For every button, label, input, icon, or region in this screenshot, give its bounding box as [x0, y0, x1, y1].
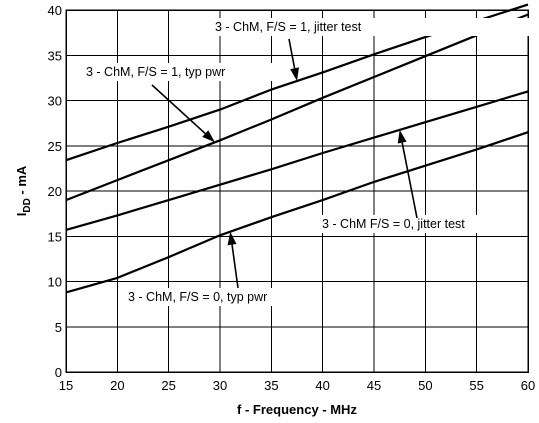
x-tick-label: 45 [367, 378, 381, 393]
annotations: 3 - ChM, F/S = 1, jitter test 3 - ChM, F/… [84, 18, 539, 306]
y-tick-label: 35 [48, 48, 62, 63]
y-tick-label: 25 [48, 139, 62, 154]
annotation-label-bg [84, 63, 282, 81]
annotation-label-bg [213, 18, 539, 36]
y-axis-title-main: I [14, 213, 29, 217]
annotation-label-2: 3 - ChM, F/S = 1, typ pwr [86, 65, 225, 79]
plot-frame [65, 9, 529, 373]
y-axis-title: IDD - mA [14, 165, 33, 216]
x-tick-labels: 15 20 25 30 35 40 45 50 55 60 [59, 378, 535, 393]
x-tick-label: 25 [161, 378, 175, 393]
y-tick-label: 15 [48, 229, 62, 244]
x-tick-label: 20 [110, 378, 124, 393]
y-tick-label: 10 [48, 275, 62, 290]
x-tick-label: 60 [521, 378, 535, 393]
annotation-arrow-head [290, 67, 299, 82]
y-axis-title-subscript: DD [22, 198, 33, 212]
annotation-arrow-shaft [288, 38, 296, 69]
x-tick-label: 50 [418, 378, 432, 393]
y-tick-labels: 0 5 10 15 20 25 30 35 40 [48, 3, 62, 380]
series-line-2 [65, 13, 529, 202]
y-tick-label: 5 [55, 320, 62, 335]
annotation-label-3: 3 - ChM F/S = 0, jitter test [322, 217, 465, 231]
annotation-label-4: 3 - ChM, F/S = 0, typ pwr [128, 290, 267, 304]
annotation-arrow-head [227, 231, 237, 246]
annotation-label-bg [126, 288, 318, 306]
y-tick-label: 0 [55, 365, 62, 380]
y-tick-label: 30 [48, 94, 62, 109]
series-lines [65, 3, 529, 294]
x-axis-title: f - Frequency - MHz [237, 402, 357, 417]
annotation-label-1: 3 - ChM, F/S = 1, jitter test [215, 20, 362, 34]
annotation-arrow-head [202, 130, 215, 143]
y-tick-label: 20 [48, 184, 62, 199]
y-tick-label: 40 [48, 3, 62, 18]
annotation-arrow-shaft [151, 84, 206, 135]
x-tick-label: 30 [213, 378, 227, 393]
annotation-arrow-head [397, 129, 407, 144]
y-axis-title-suffix: - mA [14, 165, 29, 198]
x-tick-label: 55 [469, 378, 483, 393]
annotation-arrow-shaft [231, 244, 239, 289]
annotation-label-bg [320, 215, 514, 233]
x-tick-label: 40 [315, 378, 329, 393]
series-line-3 [65, 90, 529, 231]
series-line-4 [65, 131, 529, 294]
annotation-arrow-shaft [401, 142, 418, 219]
x-tick-label: 35 [264, 378, 278, 393]
x-tick-label: 15 [59, 378, 73, 393]
